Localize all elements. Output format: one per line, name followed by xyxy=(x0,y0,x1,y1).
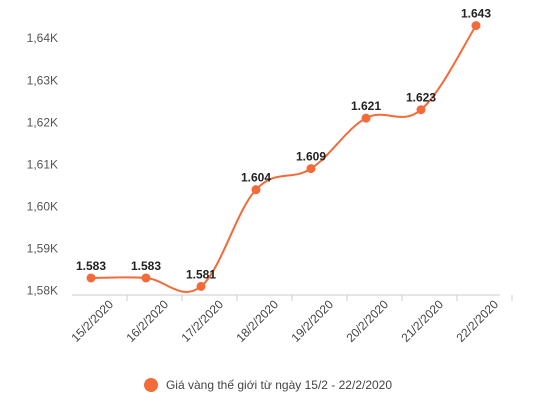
x-tick-label: 19/2/2020 xyxy=(288,297,336,345)
x-tick-label: 21/2/2020 xyxy=(398,297,446,345)
legend-marker xyxy=(143,378,158,392)
data-point xyxy=(471,21,481,31)
legend-label: Giá vàng thế giới từ ngày 15/2 - 22/2/20… xyxy=(165,378,393,392)
data-point xyxy=(306,164,316,174)
data-point xyxy=(416,105,426,115)
x-tick-label: 16/2/2020 xyxy=(123,297,171,345)
x-tick-label: 20/2/2020 xyxy=(343,297,391,345)
y-tick-label: 1,58K xyxy=(27,284,58,298)
data-label: 1.604 xyxy=(241,171,271,185)
data-label: 1.621 xyxy=(351,99,381,113)
data-label: 1.623 xyxy=(406,91,436,105)
data-label: 1.583 xyxy=(131,259,161,273)
y-tick-label: 1,59K xyxy=(27,242,58,256)
y-tick-label: 1,63K xyxy=(27,73,58,87)
x-tick-label: 18/2/2020 xyxy=(233,297,281,345)
data-label: 1.583 xyxy=(76,259,106,273)
y-tick-label: 1,60K xyxy=(27,199,58,213)
data-point xyxy=(86,273,96,283)
x-tick-label: 17/2/2020 xyxy=(178,297,226,345)
x-tick-label: 22/2/2020 xyxy=(453,297,501,345)
data-label: 1.609 xyxy=(296,150,326,164)
data-point xyxy=(141,273,151,283)
y-tick-label: 1,62K xyxy=(27,115,58,129)
data-point xyxy=(196,281,206,291)
y-tick-label: 1,61K xyxy=(27,157,58,171)
x-tick-label: 15/2/2020 xyxy=(68,297,116,345)
data-label: 1.581 xyxy=(186,267,216,281)
legend: Giá vàng thế giới từ ngày 15/2 - 22/2/20… xyxy=(0,378,536,392)
data-point xyxy=(361,113,371,123)
data-label: 1.643 xyxy=(461,7,491,21)
series-line xyxy=(90,25,477,293)
y-tick-label: 1,64K xyxy=(27,31,58,45)
data-point xyxy=(251,185,261,195)
